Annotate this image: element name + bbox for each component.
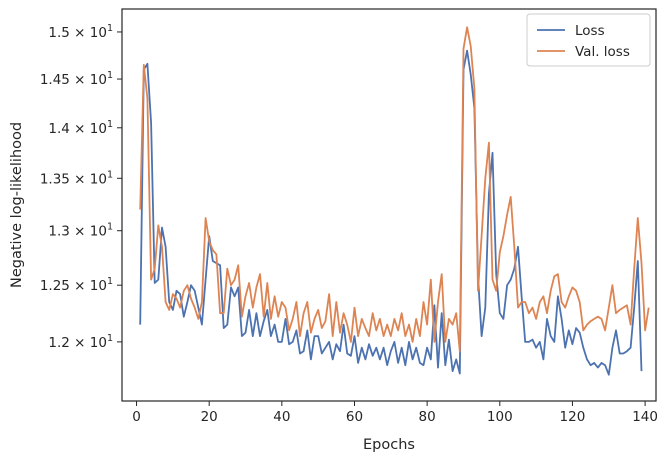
y-tick-label: 1.35 × 101: [40, 169, 113, 187]
x-tick-label: 0: [132, 409, 141, 425]
x-axis-label: Epochs: [363, 437, 415, 453]
legend-label: Val. loss: [575, 44, 630, 60]
y-tick-label: 1.25 × 101: [40, 276, 113, 294]
x-tick-label: 60: [346, 409, 363, 425]
x-tick-label: 140: [632, 409, 658, 425]
series-layer: [139, 26, 650, 376]
y-tick-label: 1.3 × 101: [48, 222, 113, 240]
x-tick-label: 100: [487, 409, 513, 425]
plot-frame: [121, 8, 657, 402]
legend-box: [526, 13, 651, 67]
series-line-loss: [139, 49, 643, 376]
y-tick-label: 1.2 × 101: [48, 333, 113, 351]
y-tick-label: 1.5 × 101: [48, 23, 113, 41]
legend: Loss Val. loss: [526, 13, 651, 67]
y-axis-ticks: 1.2 × 101 1.25 × 101 1.3 × 101 1.35 × 101 1.…: [40, 23, 122, 351]
series-line-val-loss: [139, 26, 650, 353]
x-tick-label: 80: [419, 409, 436, 425]
x-tick-label: 40: [273, 409, 290, 425]
y-axis-label: Negative log-likelihood: [9, 122, 25, 288]
y-tick-label: 1.4 × 101: [48, 119, 113, 137]
x-tick-label: 120: [560, 409, 586, 425]
y-tick-label: 1.45 × 101: [40, 70, 113, 88]
x-tick-label: 20: [201, 409, 218, 425]
legend-label: Loss: [575, 23, 605, 39]
x-axis-ticks: 0 20 40 60 80 100 120 140: [132, 401, 658, 425]
